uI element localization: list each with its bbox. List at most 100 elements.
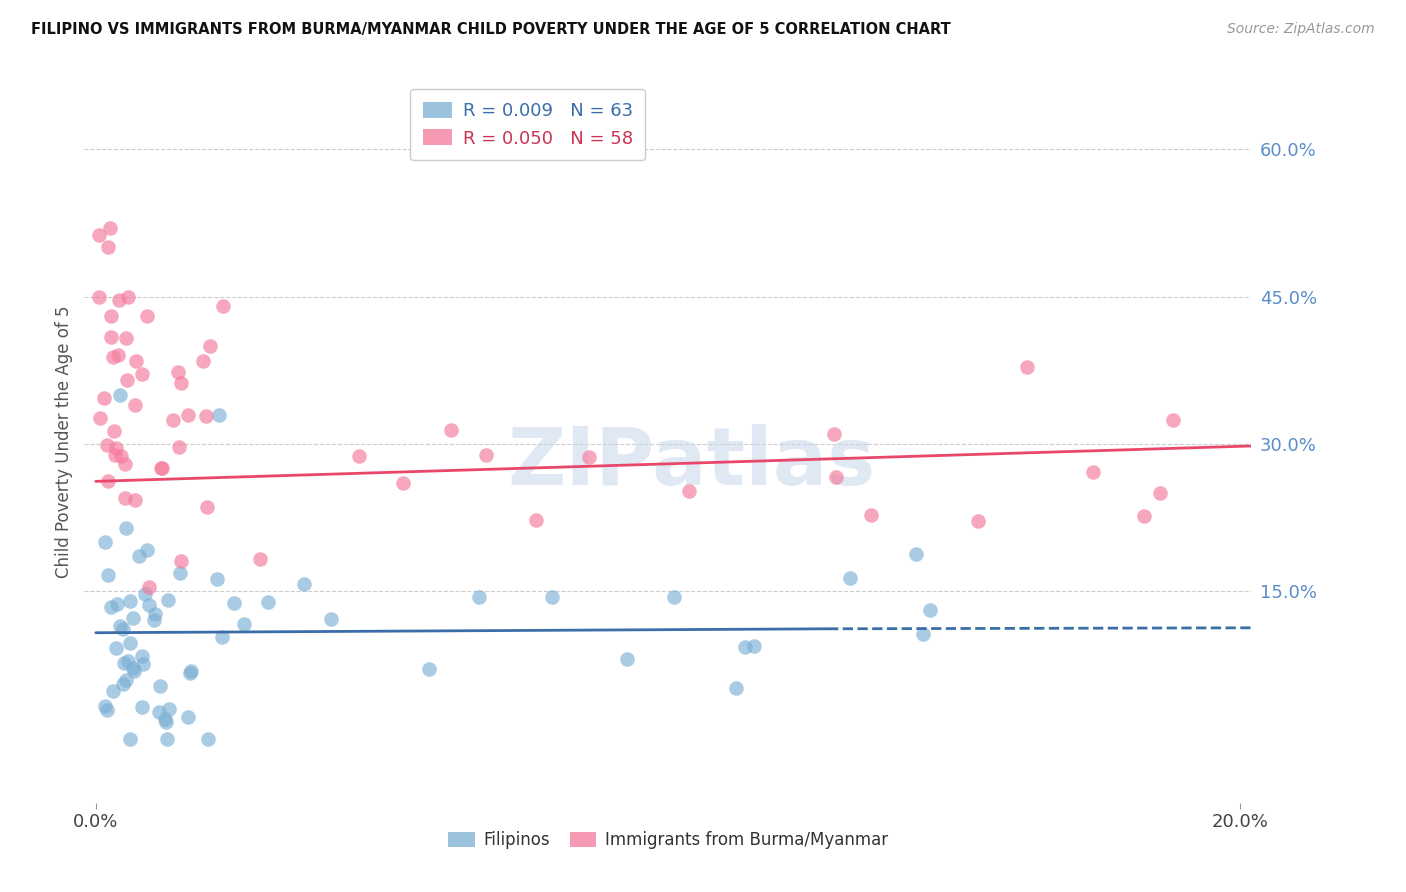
Point bbox=[678, 483, 700, 498]
Legend: Filipinos, Immigrants from Burma/Myanmar: Filipinos, Immigrants from Burma/Myanmar bbox=[441, 824, 894, 856]
Point bbox=[103, 425, 125, 439]
Point bbox=[111, 677, 134, 691]
Point bbox=[418, 662, 440, 676]
Point bbox=[148, 706, 170, 720]
Point bbox=[825, 470, 848, 484]
Point bbox=[105, 597, 128, 611]
Point bbox=[725, 681, 748, 695]
Point bbox=[200, 339, 222, 353]
Point bbox=[838, 571, 860, 585]
Point bbox=[111, 622, 134, 636]
Point bbox=[100, 600, 122, 615]
Point bbox=[98, 220, 121, 235]
Point bbox=[131, 367, 153, 381]
Point bbox=[212, 299, 235, 313]
Point bbox=[110, 388, 132, 402]
Point bbox=[155, 715, 177, 730]
Point bbox=[194, 409, 217, 424]
Point bbox=[292, 576, 315, 591]
Point bbox=[966, 514, 988, 528]
Point bbox=[912, 627, 935, 641]
Point bbox=[162, 412, 184, 426]
Point bbox=[177, 710, 200, 724]
Point bbox=[211, 630, 233, 644]
Text: Source: ZipAtlas.com: Source: ZipAtlas.com bbox=[1227, 22, 1375, 37]
Point bbox=[440, 423, 463, 437]
Point bbox=[97, 474, 120, 488]
Point bbox=[1017, 359, 1039, 374]
Point bbox=[87, 290, 110, 304]
Point bbox=[117, 654, 139, 668]
Point bbox=[249, 552, 271, 566]
Point bbox=[169, 553, 191, 567]
Point bbox=[1081, 465, 1104, 479]
Point bbox=[94, 535, 117, 549]
Point bbox=[143, 607, 166, 621]
Point bbox=[1161, 413, 1184, 427]
Point bbox=[918, 603, 941, 617]
Point bbox=[541, 591, 564, 605]
Point bbox=[121, 661, 143, 675]
Point bbox=[197, 731, 219, 746]
Point bbox=[108, 618, 131, 632]
Point bbox=[114, 520, 136, 534]
Point bbox=[104, 441, 127, 455]
Point bbox=[167, 365, 190, 379]
Text: ZIPatlas: ZIPatlas bbox=[508, 425, 876, 502]
Point bbox=[578, 450, 600, 465]
Point bbox=[1149, 485, 1171, 500]
Point bbox=[1133, 509, 1156, 524]
Point bbox=[347, 449, 370, 463]
Point bbox=[156, 592, 179, 607]
Point bbox=[191, 354, 214, 368]
Point bbox=[257, 595, 280, 609]
Point bbox=[156, 731, 179, 746]
Point bbox=[107, 348, 129, 362]
Point bbox=[524, 514, 547, 528]
Point bbox=[143, 613, 166, 627]
Point bbox=[117, 289, 139, 303]
Point bbox=[177, 409, 200, 423]
Point bbox=[114, 457, 136, 471]
Point bbox=[475, 448, 498, 462]
Point bbox=[179, 665, 201, 680]
Point bbox=[118, 731, 141, 746]
Point bbox=[616, 652, 638, 666]
Point bbox=[150, 461, 173, 475]
Point bbox=[94, 698, 117, 713]
Y-axis label: Child Poverty Under the Age of 5: Child Poverty Under the Age of 5 bbox=[55, 305, 73, 578]
Point bbox=[138, 580, 160, 594]
Point bbox=[136, 543, 159, 558]
Point bbox=[169, 566, 191, 580]
Point bbox=[100, 330, 122, 344]
Point bbox=[105, 640, 128, 655]
Point bbox=[135, 309, 157, 323]
Point bbox=[100, 309, 122, 323]
Point bbox=[96, 438, 118, 452]
Point bbox=[120, 593, 142, 607]
Point bbox=[157, 702, 180, 716]
Point bbox=[319, 612, 342, 626]
Point bbox=[110, 449, 132, 463]
Point bbox=[115, 673, 138, 687]
Point bbox=[131, 700, 153, 714]
Point bbox=[97, 240, 120, 254]
Point bbox=[120, 636, 142, 650]
Point bbox=[115, 372, 138, 386]
Point bbox=[859, 508, 882, 522]
Point bbox=[138, 598, 160, 612]
Point bbox=[132, 657, 155, 671]
Point bbox=[153, 712, 176, 726]
Point bbox=[104, 448, 127, 462]
Point bbox=[107, 293, 129, 308]
Point bbox=[112, 656, 135, 670]
Point bbox=[115, 331, 138, 345]
Point bbox=[205, 572, 228, 586]
Point bbox=[93, 391, 115, 405]
Point bbox=[744, 640, 766, 654]
Point bbox=[89, 411, 111, 425]
Point bbox=[734, 640, 756, 654]
Point bbox=[131, 648, 153, 663]
Point bbox=[114, 491, 136, 505]
Point bbox=[170, 376, 193, 390]
